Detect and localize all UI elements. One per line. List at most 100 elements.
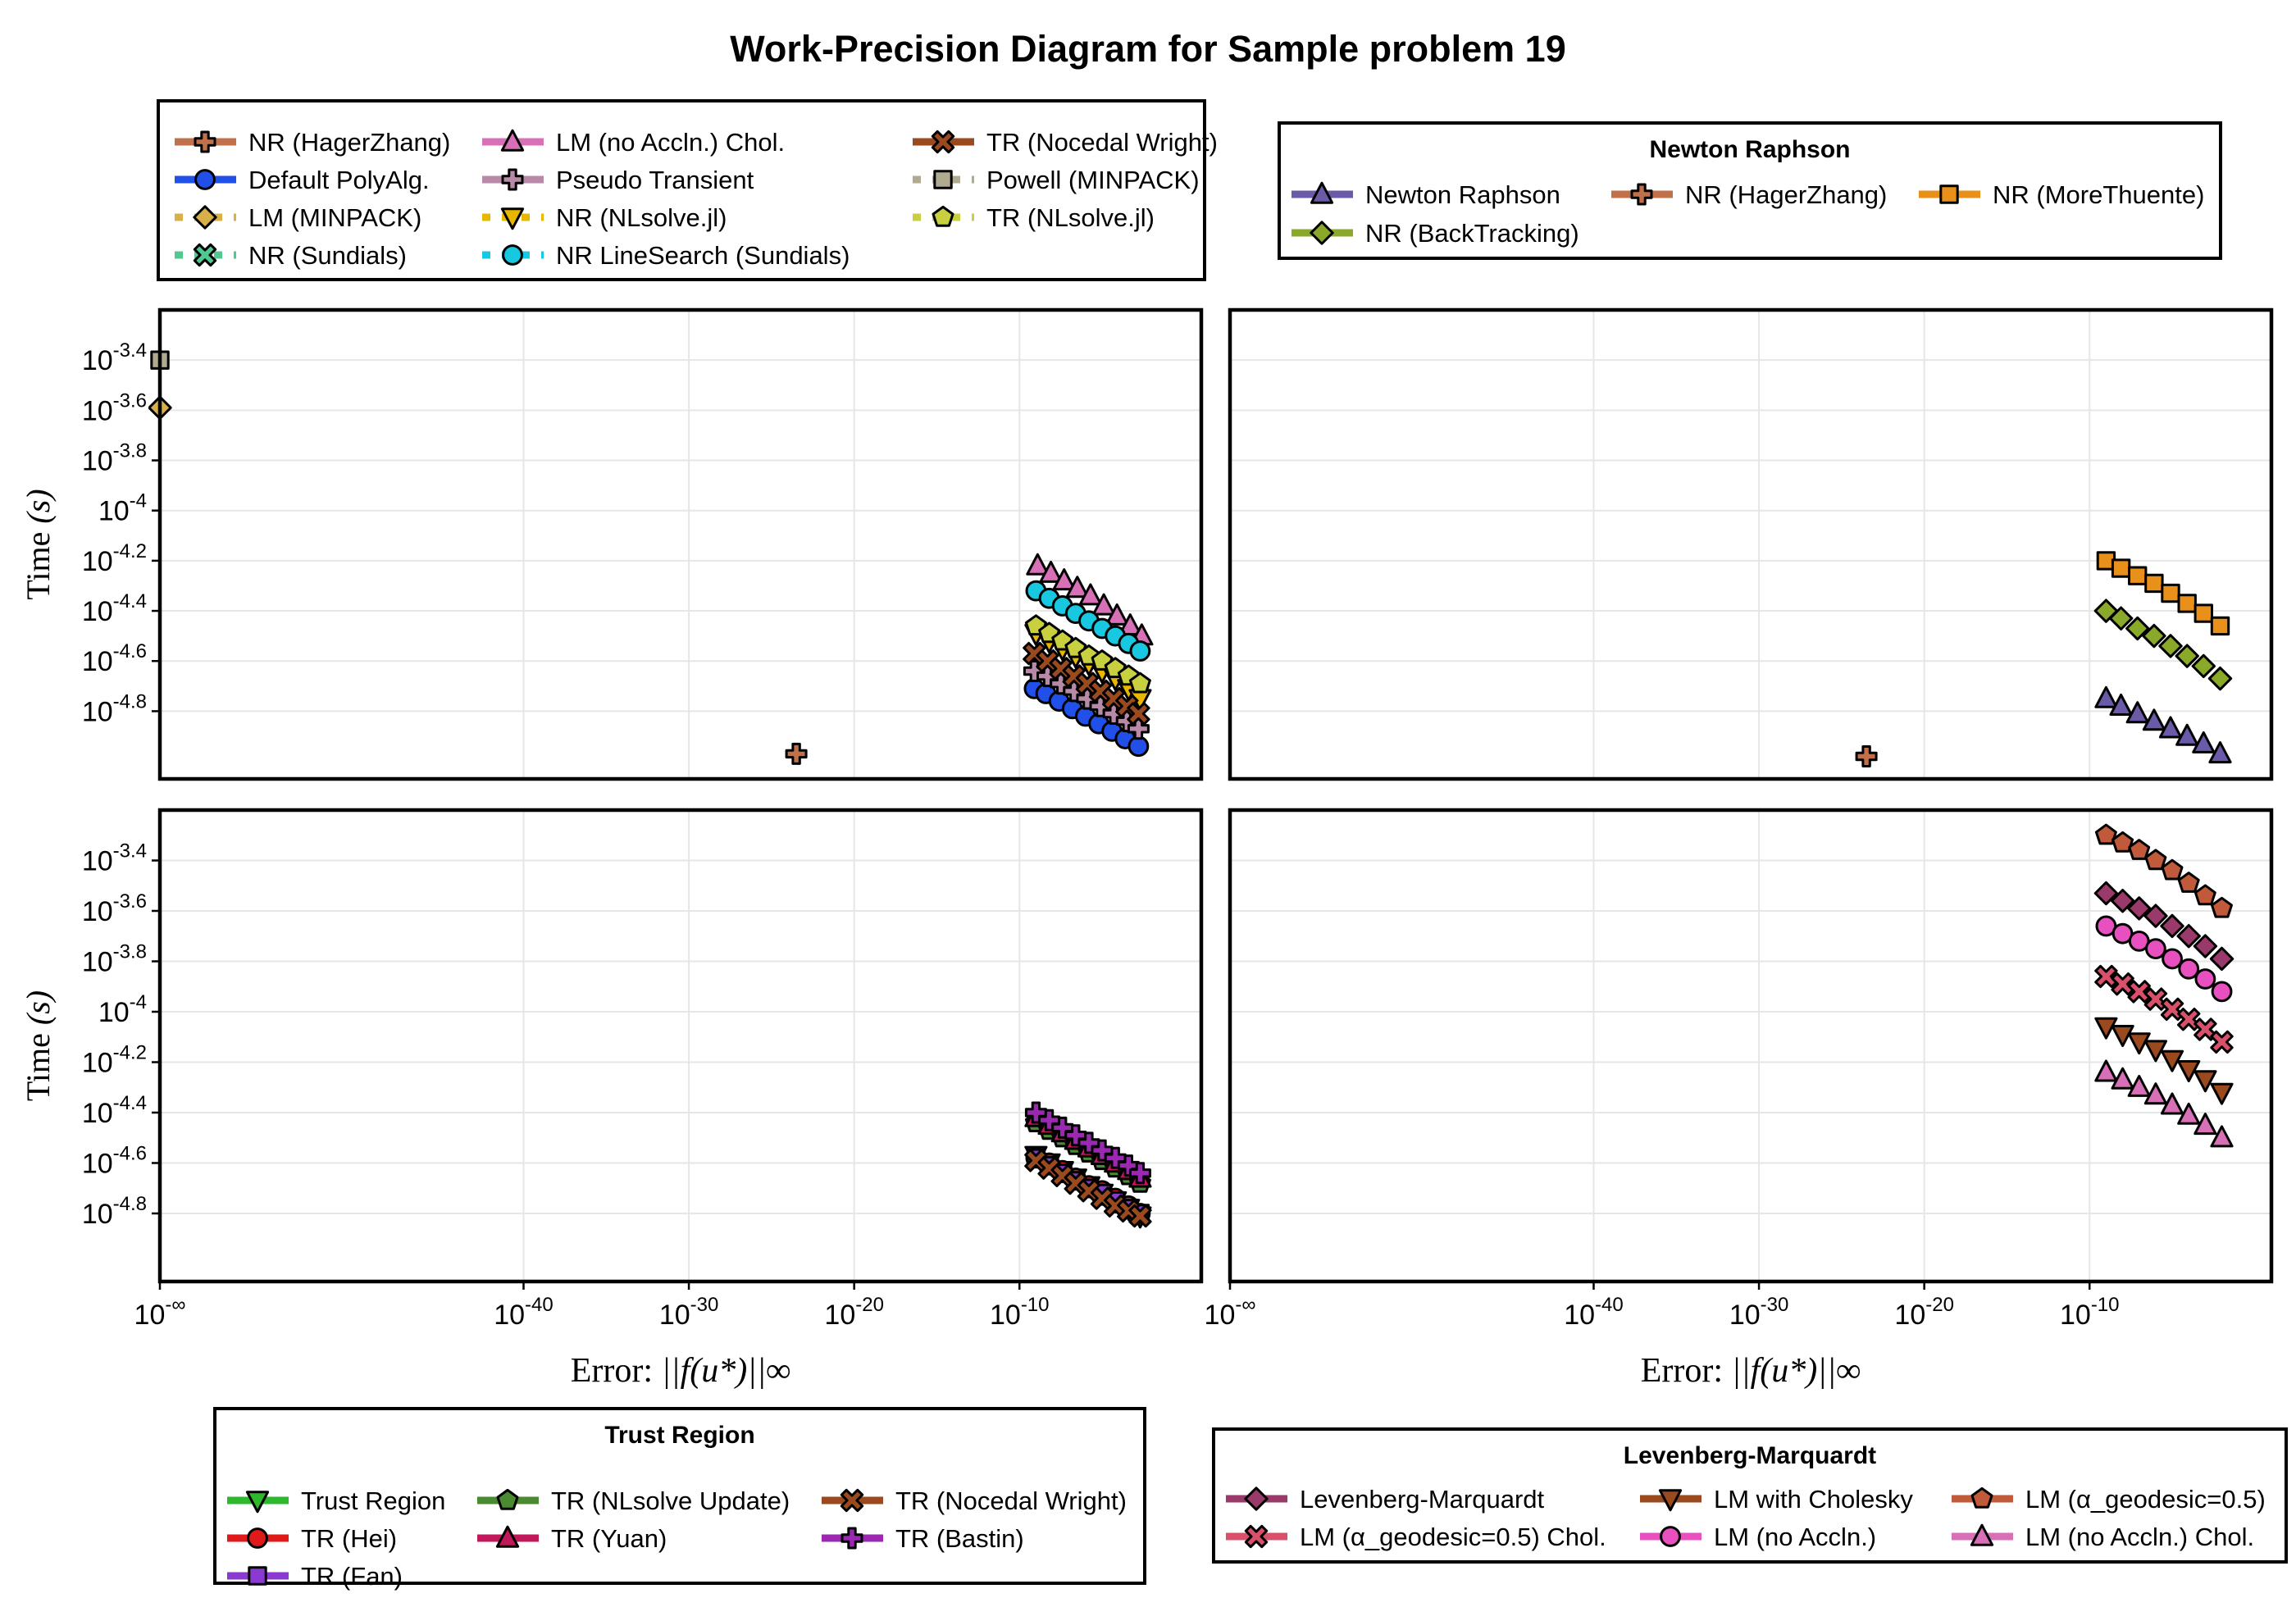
data-point xyxy=(2125,701,2149,724)
data-point xyxy=(1128,1204,1152,1228)
data-point xyxy=(2128,839,2151,860)
legend-entry-newton-raphson: Newton Raphson xyxy=(1292,180,1560,209)
legend-label: TR (Fan) xyxy=(301,1562,403,1591)
legend-label: NR (NLsolve.jl) xyxy=(556,203,727,232)
data-point xyxy=(2161,858,2184,881)
legend-marker xyxy=(501,168,524,191)
data-point xyxy=(2108,606,2134,631)
legends: NR (HagerZhang) Default PolyAlg. LM (MINPA… xyxy=(157,99,2288,1591)
y-tick-label: 10-3.6 xyxy=(82,890,147,927)
y-tick-label: 10-4.2 xyxy=(82,540,147,577)
data-point xyxy=(2177,872,2200,893)
y-axis-label: Time (s) xyxy=(20,990,57,1101)
y-tick-label: 10-4.4 xyxy=(82,590,147,627)
series-lm-with-cholesky xyxy=(2094,1017,2234,1105)
legend-entry-levenberg-marquardt: Levenberg-Marquardt xyxy=(1226,1485,1545,1514)
plot-panels: 10-3.4 10-3.6 10-3.8 10-4 10-4.2 10-4.4 10-4.6… xyxy=(20,307,2274,1390)
data-point xyxy=(1128,671,1151,694)
legend-label: LM (α_geodesic=0.5) Chol. xyxy=(1300,1523,1606,1551)
data-point xyxy=(2142,623,2166,649)
data-point xyxy=(1052,568,1076,591)
data-point xyxy=(1026,553,1050,576)
data-point xyxy=(2193,934,2218,958)
legend-entry-lm-geodesic-0-5-chol: LM (α_geodesic=0.5) Chol. xyxy=(1226,1523,1606,1551)
data-point xyxy=(2178,958,2200,980)
y-tick-label: 10-3.4 xyxy=(82,339,147,376)
data-point xyxy=(2176,924,2201,949)
data-point xyxy=(2194,603,2213,623)
legend-label: TR (Yuan) xyxy=(551,1524,667,1553)
legend-label: LM with Cholesky xyxy=(1714,1485,1913,1514)
data-point xyxy=(2208,741,2232,764)
legend-marker xyxy=(502,244,523,266)
x-tick-label: 10-∞ xyxy=(1205,1294,1256,1331)
legend-label: LM (α_geodesic=0.5) xyxy=(2025,1485,2266,1514)
y-tick-label: 10-3.4 xyxy=(82,840,147,876)
plot-area xyxy=(160,310,1201,779)
data-point xyxy=(2127,896,2152,921)
data-point xyxy=(2194,1070,2217,1093)
data-points xyxy=(148,350,1154,765)
data-point xyxy=(2111,972,2134,996)
x-tick-label: 10-40 xyxy=(494,1294,554,1331)
legend-marker xyxy=(1244,1486,1269,1511)
legend-marker xyxy=(1630,183,1653,206)
x-axis-label: Error: ||f(u*)||∞ xyxy=(571,1352,791,1390)
y-tick-label: 10-4 xyxy=(98,991,147,1028)
data-point xyxy=(2210,1030,2234,1054)
plot-newton xyxy=(1228,307,2274,781)
legend-marker xyxy=(1658,1489,1683,1512)
legend-entry-lm-no-accln: LM (no Accln.) xyxy=(1640,1523,1876,1551)
data-point xyxy=(1129,640,1151,662)
legend-label: LM (no Accln.) Chol. xyxy=(556,128,785,157)
y-tick-label: 10-4 xyxy=(98,490,147,527)
legend-marker xyxy=(1244,1524,1269,1549)
data-point xyxy=(2161,583,2180,603)
legend-newton: Newton Raphson Newton Raphson NR (BackTrac… xyxy=(1278,121,2222,260)
y-axis-label: Time (s) xyxy=(20,489,57,599)
data-point xyxy=(1078,583,1102,606)
series-tr-nlsolve-jl xyxy=(1024,614,1151,694)
legend-entry-tr-nlsolve-update: TR (NLsolve Update) xyxy=(477,1486,790,1515)
data-point xyxy=(2142,708,2166,731)
data-points xyxy=(1855,551,2233,767)
legend-entry-tr-nocedal-wright: TR (Nocedal Wright) xyxy=(913,128,1218,157)
legend-marker xyxy=(247,1527,268,1549)
legend-label: LM (MINPACK) xyxy=(248,203,421,232)
data-point xyxy=(2191,653,2216,679)
legend-label: Newton Raphson xyxy=(1365,180,1560,209)
legend-marker xyxy=(193,205,217,230)
x-axis-label: Error: ||f(u*)||∞ xyxy=(1641,1352,1861,1390)
legend-entry-tr-bastin: TR (Bastin) xyxy=(822,1524,1024,1553)
data-point xyxy=(2194,968,2216,990)
series-default-polyalg xyxy=(1023,677,1150,758)
legend-label: TR (Bastin) xyxy=(895,1524,1024,1553)
data-point xyxy=(2093,881,2119,906)
legend-entry-trust-region: Trust Region xyxy=(227,1486,445,1515)
legend-label: Trust Region xyxy=(301,1486,445,1515)
data-point xyxy=(2158,716,2183,739)
x-tick-label: 10-20 xyxy=(824,1294,884,1331)
legend-levenberg: Levenberg-Marquardt Levenberg-Marquardt LM… xyxy=(1212,1427,2288,1564)
data-point xyxy=(1065,576,1089,599)
legend-marker xyxy=(932,205,954,227)
legend-label: LM (no Accln.) xyxy=(1714,1523,1876,1551)
data-point xyxy=(2094,1059,2118,1082)
legend-entry-default-polyalg: Default PolyAlg. xyxy=(175,166,430,194)
data-point xyxy=(1039,560,1063,583)
y-tick-label: 10-3.8 xyxy=(82,940,147,977)
y-tick-label: 10-3.8 xyxy=(82,440,147,477)
series-tr-bastin xyxy=(1024,1101,1151,1185)
x-tick-label: 10-40 xyxy=(1564,1294,1624,1331)
legend-label: TR (NLsolve.jl) xyxy=(986,203,1155,232)
legend-entry-nr-hagerzhang: NR (HagerZhang) xyxy=(1611,180,1887,209)
legend-entry-pseudo-transient: Pseudo Transient xyxy=(482,166,754,194)
legend-entry-nr-morethuente: NR (MoreThuente) xyxy=(1919,180,2204,209)
plot-overview: 10-3.4 10-3.6 10-3.8 10-4 10-4.2 10-4.4 10-4.6… xyxy=(20,307,1204,781)
data-point xyxy=(2209,946,2234,972)
data-point xyxy=(2144,849,2167,871)
legend-marker xyxy=(496,1488,519,1510)
y-tick-label: 10-4.4 xyxy=(82,1092,147,1129)
data-point xyxy=(2110,889,2135,913)
